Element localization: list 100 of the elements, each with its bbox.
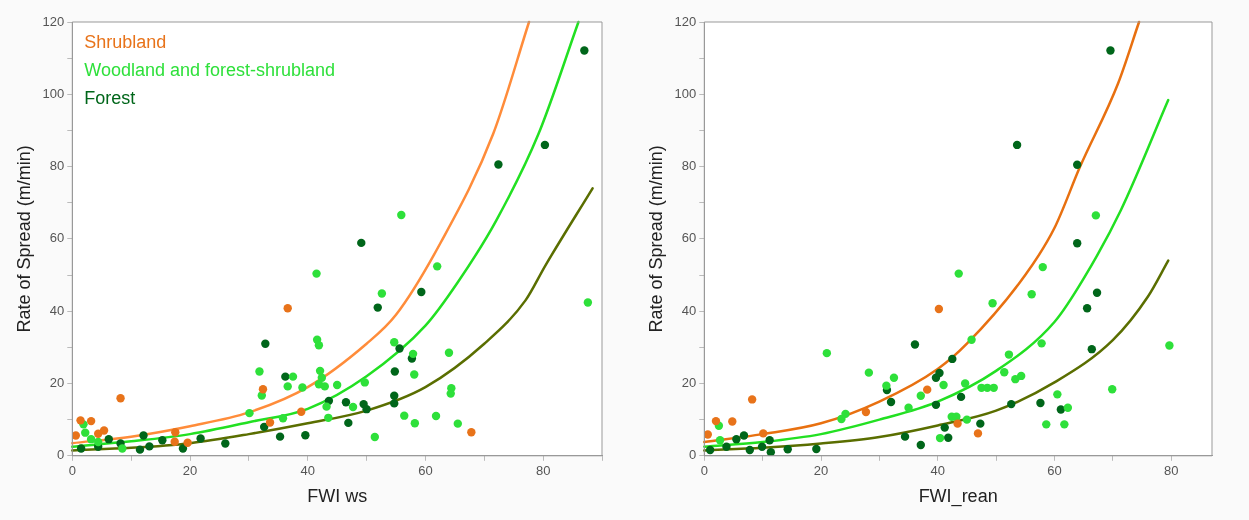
- y-tick-label: 40: [681, 302, 697, 318]
- point: [390, 391, 399, 400]
- text: Shrubland: [84, 31, 167, 52]
- point: [1106, 46, 1115, 55]
- point: [944, 433, 953, 442]
- point: [288, 372, 298, 381]
- text: Woodland and forest-shrubland: [84, 59, 336, 80]
- y-tick-label: 40: [49, 302, 65, 318]
- point: [377, 289, 387, 298]
- point: [373, 303, 382, 312]
- point: [822, 348, 832, 358]
- point: [732, 434, 741, 444]
- point: [954, 269, 963, 278]
- point: [86, 434, 96, 444]
- point: [341, 398, 351, 407]
- x-tick-label: 0: [68, 463, 76, 479]
- point: [739, 431, 749, 440]
- point: [837, 414, 846, 424]
- y-tick-label: 0: [57, 447, 65, 463]
- point: [1056, 405, 1066, 414]
- point: [178, 444, 188, 453]
- point: [967, 335, 976, 344]
- point: [245, 408, 254, 418]
- point: [283, 304, 292, 313]
- point: [431, 411, 441, 421]
- y-tick-label: 20: [49, 375, 65, 391]
- point: [170, 437, 179, 446]
- x-tick-label: 80: [1163, 463, 1179, 479]
- point: [889, 373, 899, 382]
- y-tick-label: 0: [689, 447, 697, 463]
- point: [312, 269, 321, 278]
- point: [344, 418, 353, 428]
- x-tick-label: 40: [300, 463, 315, 479]
- point: [444, 348, 454, 357]
- point: [221, 439, 230, 448]
- x-tick-label: 40: [930, 463, 945, 479]
- point: [765, 436, 774, 445]
- point: [1063, 403, 1073, 412]
- point: [390, 399, 399, 408]
- point: [322, 402, 331, 411]
- point: [1036, 398, 1045, 408]
- point: [397, 210, 406, 220]
- point: [1042, 420, 1051, 429]
- x-tick-label: 0: [700, 463, 708, 479]
- point: [783, 445, 792, 454]
- point: [939, 380, 948, 390]
- point: [1092, 288, 1102, 297]
- point: [976, 419, 985, 428]
- point: [298, 383, 307, 392]
- point: [1087, 344, 1096, 354]
- point: [1012, 140, 1022, 150]
- x-axis-title: FWI_rean: [918, 486, 998, 508]
- point: [953, 419, 962, 428]
- y-tick-label: 20: [681, 375, 697, 391]
- x-tick-label: 60: [1047, 463, 1062, 479]
- point: [297, 407, 306, 416]
- point: [320, 382, 329, 391]
- point: [362, 404, 371, 414]
- point: [886, 397, 896, 407]
- point: [357, 238, 366, 248]
- point: [812, 444, 821, 454]
- point: [1038, 262, 1047, 272]
- point: [728, 417, 737, 426]
- point: [278, 414, 288, 423]
- point: [332, 380, 342, 390]
- point: [1037, 339, 1046, 348]
- point: [283, 382, 292, 391]
- point: [494, 160, 503, 169]
- line-series: [71, 187, 594, 452]
- point: [259, 422, 269, 432]
- point: [923, 385, 932, 394]
- point: [183, 438, 192, 447]
- point: [956, 392, 966, 402]
- point: [81, 428, 90, 437]
- point: [410, 419, 420, 428]
- point: [348, 402, 358, 412]
- point: [139, 431, 148, 440]
- point: [446, 389, 455, 398]
- point: [962, 415, 972, 424]
- y-axis-title: Rate of Spread (m/min): [13, 145, 34, 333]
- point: [1007, 399, 1016, 409]
- point: [104, 434, 113, 444]
- point: [722, 442, 731, 451]
- point: [265, 418, 275, 427]
- point: [1004, 350, 1014, 359]
- point: [281, 372, 290, 381]
- x-tick-label: 80: [535, 463, 551, 479]
- point: [1091, 211, 1101, 220]
- point: [467, 428, 476, 437]
- point: [1060, 420, 1069, 429]
- point: [99, 426, 109, 435]
- y-tick-label: 80: [49, 158, 65, 174]
- point: [261, 339, 270, 348]
- point: [1072, 239, 1082, 248]
- point: [1108, 385, 1117, 394]
- point: [93, 437, 103, 447]
- point: [255, 367, 264, 376]
- point: [1053, 390, 1062, 399]
- y-tick-label: 120: [42, 13, 65, 29]
- point: [1072, 160, 1082, 169]
